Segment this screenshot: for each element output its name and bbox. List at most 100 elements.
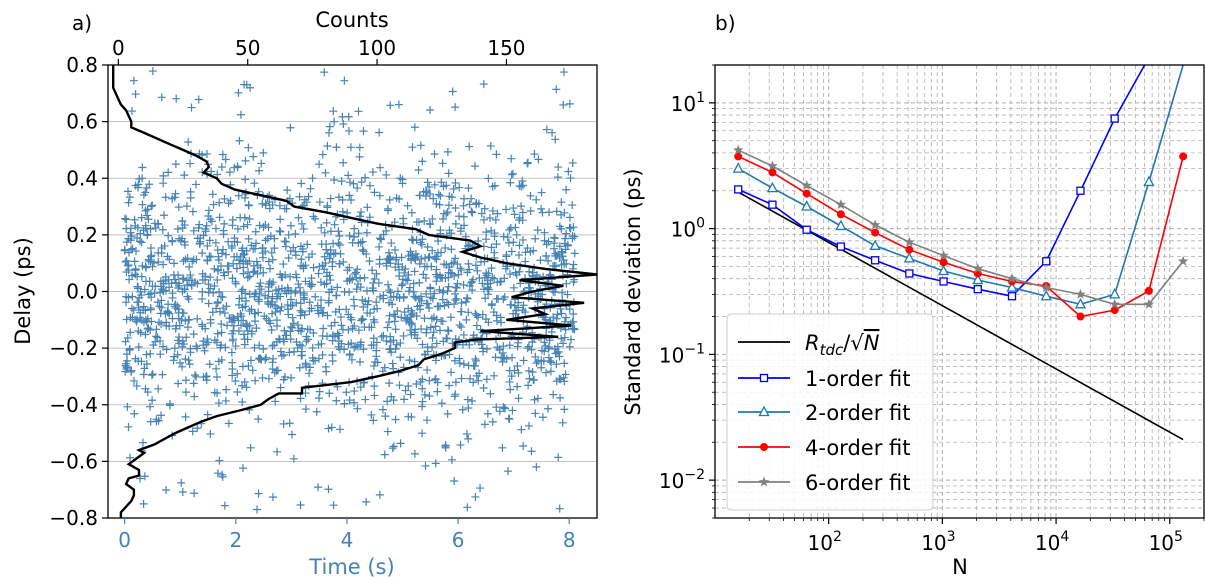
scatter-point — [542, 252, 551, 261]
scatter-point — [244, 267, 253, 276]
scatter-point — [507, 372, 516, 381]
scatter-point — [149, 341, 158, 350]
scatter-point — [227, 314, 236, 323]
scatter-point — [459, 280, 468, 289]
scatter-point — [458, 405, 467, 414]
scatter-point — [437, 317, 446, 326]
scatter-point — [362, 497, 371, 506]
scatter-point — [554, 163, 563, 172]
scatter-point — [457, 266, 466, 275]
triangle-marker — [903, 251, 915, 263]
scatter-point — [284, 230, 293, 239]
scatter-point — [178, 217, 187, 226]
scatter-point — [564, 167, 573, 176]
scatter-point — [398, 280, 407, 289]
scatter-point — [181, 255, 190, 264]
scatter-point — [329, 501, 338, 510]
scatter-point — [480, 273, 489, 282]
scatter-point — [459, 201, 468, 210]
scatter-point — [300, 310, 309, 319]
scatter-point — [422, 299, 431, 308]
scatter-point — [339, 120, 348, 129]
scatter-point — [467, 277, 476, 286]
scatter-point — [285, 194, 294, 203]
scatter-point — [367, 410, 376, 419]
scatter-point — [122, 256, 131, 265]
scatter-point — [193, 314, 202, 323]
scatter-point — [133, 223, 142, 232]
scatter-point — [222, 385, 231, 394]
scatter-point — [552, 85, 561, 94]
circle-marker — [1076, 312, 1085, 321]
scatter-point — [345, 191, 354, 200]
legend-label: Rtdc/√N — [805, 331, 880, 359]
scatter-point — [320, 252, 329, 261]
scatter-point — [445, 381, 454, 390]
square-marker — [1042, 257, 1051, 266]
scatter-point — [555, 222, 564, 231]
panel-b-xlabel: N — [952, 555, 968, 577]
x-tick-label: 103 — [921, 529, 955, 555]
scatter-point — [370, 188, 379, 197]
triangle-marker — [1143, 175, 1155, 187]
scatter-point — [356, 340, 365, 349]
scatter-point — [280, 326, 289, 335]
scatter-point — [464, 403, 473, 412]
scatter-point — [236, 110, 245, 119]
scatter-point — [218, 293, 227, 302]
scatter-point — [407, 412, 416, 421]
scatter-point — [328, 357, 337, 366]
scatter-point — [246, 83, 255, 92]
scatter-point — [316, 278, 325, 287]
scatter-point — [169, 356, 178, 365]
scatter-point — [208, 308, 217, 317]
scatter-point — [144, 324, 153, 333]
scatter-point — [336, 249, 345, 258]
scatter-point — [139, 499, 148, 508]
scatter-point — [335, 231, 344, 240]
scatter-point — [232, 252, 241, 261]
scatter-point — [353, 184, 362, 193]
scatter-point — [423, 178, 432, 187]
scatter-point — [569, 260, 578, 269]
scatter-point — [551, 252, 560, 261]
scatter-point — [450, 392, 459, 401]
scatter-point — [174, 271, 183, 280]
scatter-point — [423, 366, 432, 375]
scatter-point — [427, 262, 436, 271]
scatter-point — [314, 269, 323, 278]
scatter-point — [518, 235, 527, 244]
scatter-point — [295, 192, 304, 201]
scatter-point — [443, 298, 452, 307]
scatter-point — [126, 328, 135, 337]
scatter-point — [490, 248, 499, 257]
scatter-point — [198, 287, 207, 296]
scatter-point — [464, 184, 473, 193]
scatter-point — [523, 158, 532, 167]
scatter-point — [237, 321, 246, 330]
scatter-point — [421, 274, 430, 283]
scatter-point — [168, 289, 177, 298]
scatter-point — [378, 405, 387, 414]
scatter-point — [148, 201, 157, 210]
scatter-point — [240, 250, 249, 259]
scatter-point — [560, 260, 569, 269]
scatter-point — [247, 241, 256, 250]
scatter-point — [261, 236, 270, 245]
scatter-point — [495, 345, 504, 354]
scatter-point — [190, 392, 199, 401]
scatter-point — [478, 344, 487, 353]
scatter-point — [355, 143, 364, 152]
scatter-point — [286, 221, 295, 230]
square-marker — [802, 225, 811, 234]
scatter-point — [487, 264, 496, 273]
scatter-point — [154, 384, 163, 393]
scatter-point — [350, 398, 359, 407]
scatter-point — [442, 181, 451, 190]
scatter-point — [148, 396, 157, 405]
scatter-point — [297, 219, 306, 228]
scatter-point — [372, 352, 381, 361]
scatter-point — [214, 399, 223, 408]
scatter-point — [334, 239, 343, 248]
scatter-point — [213, 389, 222, 398]
